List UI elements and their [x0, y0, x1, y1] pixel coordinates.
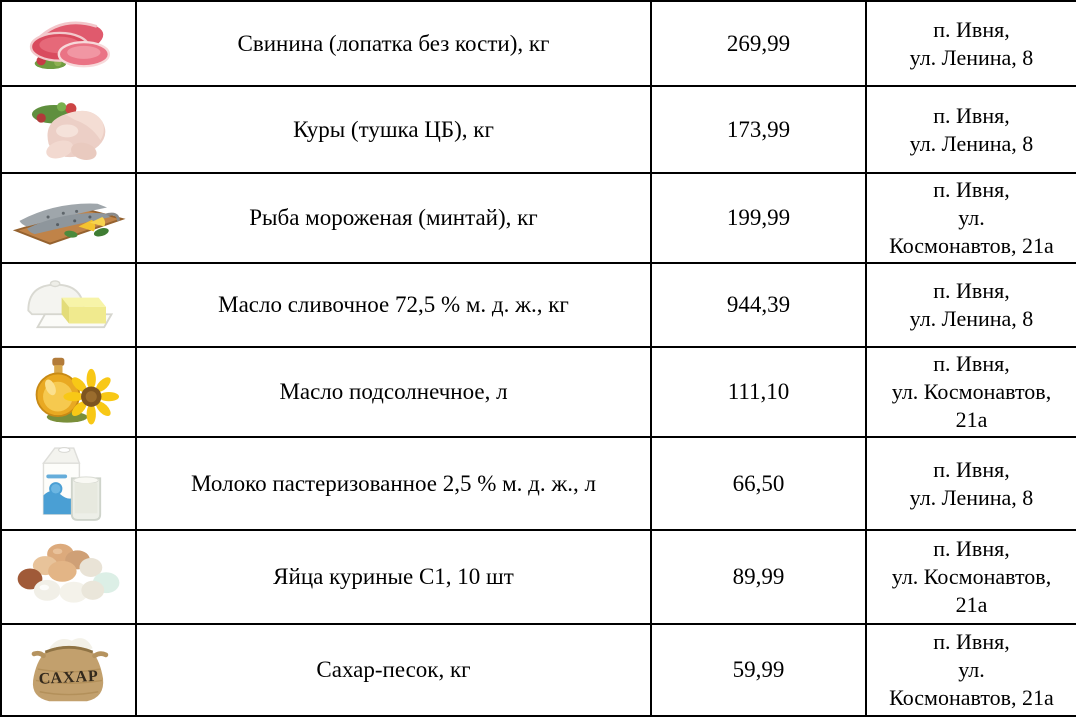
table-row: Свинина (лопатка без кости), кг 269,99 п…	[0, 0, 1076, 87]
store-address: п. Ивня, ул. Ленина, 8	[865, 85, 1076, 174]
butter-image	[26, 280, 113, 329]
store-address: п. Ивня, ул. Ленина, 8	[865, 436, 1076, 531]
store-address: п. Ивня, ул. Ленина, 8	[865, 0, 1076, 87]
table-row: Масло подсолнечное, л 111,10 п. Ивня, ул…	[0, 346, 1076, 438]
product-price: 59,99	[650, 623, 867, 717]
product-image-cell: САХАР	[0, 623, 137, 717]
product-image-cell	[0, 529, 137, 625]
fish-image	[12, 203, 126, 245]
product-name: Масло сливочное 72,5 % м. д. ж., кг	[135, 262, 652, 348]
product-name: Рыба мороженая (минтай), кг	[135, 172, 652, 264]
store-address: п. Ивня, ул. Космонавтов, 21а	[865, 172, 1076, 264]
product-price: 269,99	[650, 0, 867, 87]
table-row: Масло сливочное 72,5 % м. д. ж., кг 944,…	[0, 262, 1076, 348]
product-name: Молоко пастеризованное 2,5 % м. д. ж., л	[135, 436, 652, 531]
product-name: Свинина (лопатка без кости), кг	[135, 0, 652, 87]
table-row: САХАР Сахар-песок, кг 59,99 п. Ивня, ул.…	[0, 623, 1076, 717]
store-address: п. Ивня, ул. Ленина, 8	[865, 262, 1076, 348]
product-price: 173,99	[650, 85, 867, 174]
product-image-cell	[0, 85, 137, 174]
sugar-image: САХАР	[31, 638, 108, 702]
table-row: Молоко пастеризованное 2,5 % м. д. ж., л…	[0, 436, 1076, 531]
store-address: п. Ивня, ул. Космонавтов, 21а	[865, 346, 1076, 438]
product-image-cell	[0, 0, 137, 87]
product-price: 199,99	[650, 172, 867, 264]
chicken-image	[31, 101, 105, 160]
table-row: Яйца куриные С1, 10 шт 89,99 п. Ивня, ул…	[0, 529, 1076, 625]
table-row: Куры (тушка ЦБ), кг 173,99 п. Ивня, ул. …	[0, 85, 1076, 174]
product-name: Куры (тушка ЦБ), кг	[135, 85, 652, 174]
eggs-image	[17, 543, 119, 603]
product-price: 944,39	[650, 262, 867, 348]
product-image-cell	[0, 262, 137, 348]
product-image-cell	[0, 172, 137, 264]
product-name: Масло подсолнечное, л	[135, 346, 652, 438]
pork-image	[29, 20, 110, 69]
product-image-cell	[0, 346, 137, 438]
product-price: 111,10	[650, 346, 867, 438]
product-image-cell	[0, 436, 137, 531]
product-name: Яйца куриные С1, 10 шт	[135, 529, 652, 625]
product-price: 89,99	[650, 529, 867, 625]
store-address: п. Ивня, ул. Космонавтов, 21а	[865, 623, 1076, 717]
store-address: п. Ивня, ул. Космонавтов, 21а	[865, 529, 1076, 625]
sugar-sack-label: САХАР	[38, 668, 99, 688]
table-row: Рыба мороженая (минтай), кг 199,99 п. Ив…	[0, 172, 1076, 264]
product-price: 66,50	[650, 436, 867, 531]
milk-image	[41, 446, 101, 521]
product-name: Сахар-песок, кг	[135, 623, 652, 717]
sunflower-oil-image	[35, 357, 119, 425]
